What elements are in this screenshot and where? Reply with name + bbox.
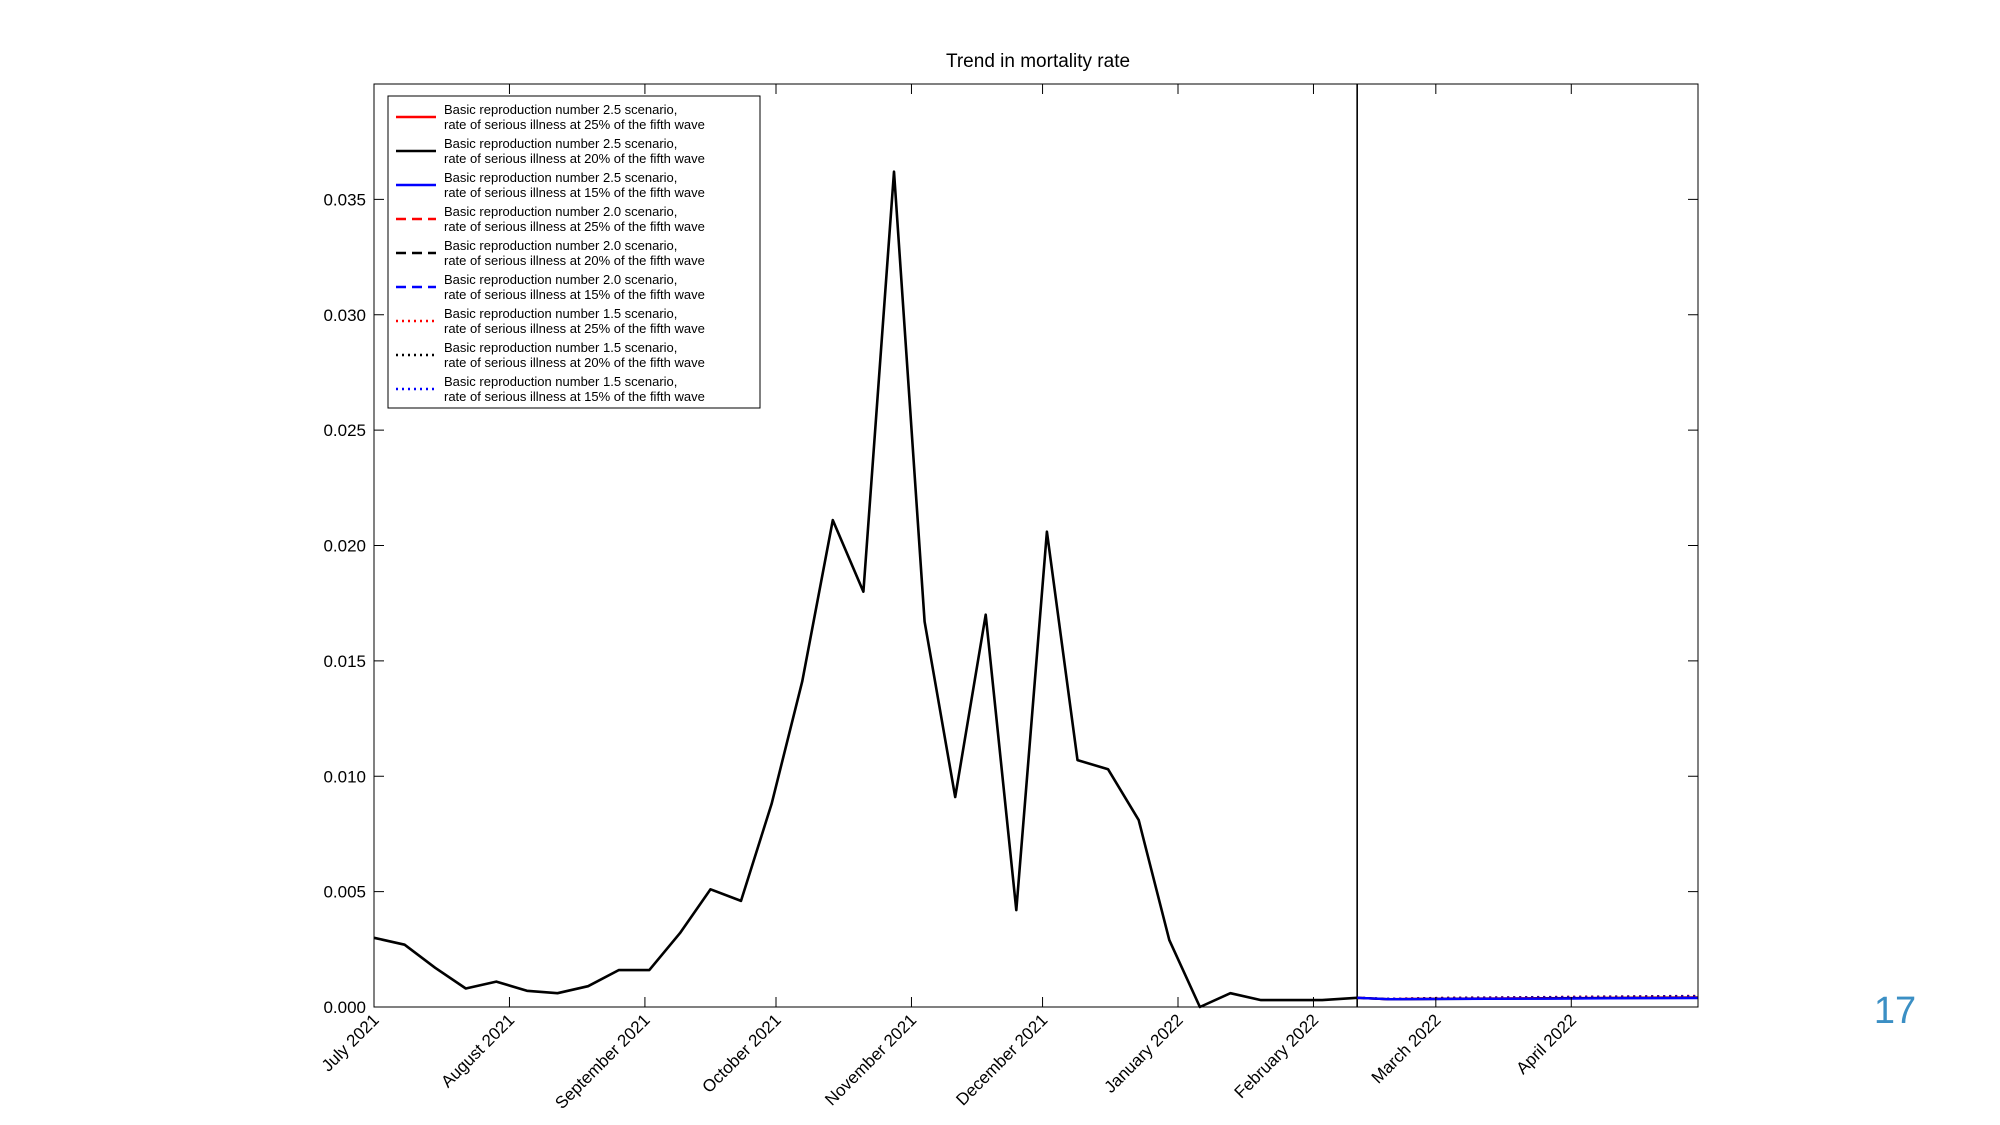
legend-label-line1: Basic reproduction number 2.5 scenario, [444,102,677,117]
legend-label-line1: Basic reproduction number 1.5 scenario, [444,340,677,355]
x-tick-label: August 2021 [437,1010,518,1091]
legend-label-line1: Basic reproduction number 2.5 scenario, [444,136,677,151]
legend-label-line2: rate of serious illness at 20% of the fi… [444,253,705,268]
plot-area [373,84,1699,1009]
legend: Basic reproduction number 2.5 scenario,r… [387,95,761,409]
legend-label-line2: rate of serious illness at 25% of the fi… [444,219,705,234]
legend-label-line2: rate of serious illness at 25% of the fi… [444,117,705,132]
legend-box [387,95,761,409]
legend-label-line2: rate of serious illness at 15% of the fi… [444,389,705,404]
y-tick-label: 0.005 [323,883,366,902]
x-tick-label: November 2021 [821,1010,920,1109]
scenario-series-line [1357,996,1699,1001]
legend-label-line2: rate of serious illness at 15% of the fi… [444,185,705,200]
legend-label-line1: Basic reproduction number 2.5 scenario, [444,170,677,185]
x-tick-label: December 2021 [952,1010,1051,1109]
y-tick-label: 0.025 [323,421,366,440]
y-tick-label: 0.035 [323,190,366,209]
chart-title: Trend in mortality rate [946,51,1130,72]
y-tick-label: 0.015 [323,652,366,671]
y-tick-label: 0.020 [323,537,366,556]
legend-label-line1: Basic reproduction number 2.0 scenario, [444,204,677,219]
legend-label-line1: Basic reproduction number 1.5 scenario, [444,306,677,321]
x-tick-label: March 2022 [1368,1010,1445,1087]
x-tick-label: September 2021 [551,1010,653,1112]
legend-label-line1: Basic reproduction number 2.0 scenario, [444,272,677,287]
x-tick-label: October 2021 [699,1010,785,1096]
legend-label-line2: rate of serious illness at 20% of the fi… [444,151,705,166]
x-tick-label: February 2022 [1231,1010,1323,1102]
y-tick-label: 0.000 [323,998,366,1017]
legend-label-line2: rate of serious illness at 25% of the fi… [444,321,705,336]
legend-label-line1: Basic reproduction number 2.0 scenario, [444,238,677,253]
legend-label-line2: rate of serious illness at 15% of the fi… [444,287,705,302]
x-tick-label: July 2021 [318,1010,383,1075]
x-tick-label: January 2022 [1101,1010,1187,1096]
page-number: 17 [1873,990,1917,1032]
observed-series-line [373,170,1358,1009]
y-tick-label: 0.030 [323,306,366,325]
legend-label-line1: Basic reproduction number 1.5 scenario, [444,374,677,389]
y-tick-label: 0.010 [323,767,366,786]
legend-label-line2: rate of serious illness at 20% of the fi… [444,355,705,370]
x-tick-label: April 2022 [1513,1010,1581,1078]
